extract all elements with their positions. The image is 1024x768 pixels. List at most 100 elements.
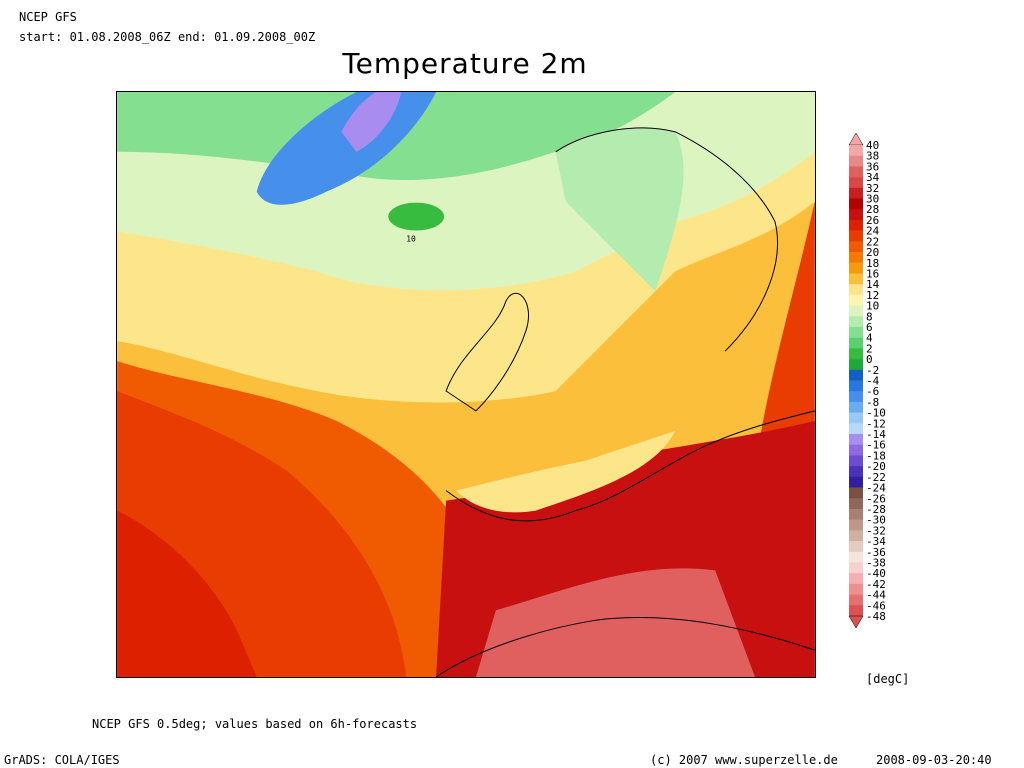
legend-label: -36 [866, 546, 886, 559]
alps-pyrenees-cool [456, 430, 676, 513]
legend-swatch [849, 348, 863, 360]
legend-swatch [849, 359, 863, 371]
legend-label: 34 [866, 171, 880, 184]
legend-swatch [849, 455, 863, 467]
legend-label: -24 [866, 482, 886, 495]
legend-label: 14 [866, 278, 880, 291]
legend-label: 26 [866, 214, 879, 227]
legend-label: -14 [866, 428, 886, 441]
legend-label: -42 [866, 578, 886, 591]
iceland [388, 202, 445, 231]
legend-label: -44 [866, 589, 886, 602]
legend-label: -34 [866, 535, 886, 548]
greenland-cold [256, 92, 437, 205]
legend-swatch [849, 594, 863, 606]
legend-swatch [849, 337, 863, 349]
legend-swatch [849, 530, 863, 542]
legend: 40 38 36 34 32 30 28 26 24 22 20 18 16 14 12 10 8 6 4 2 0 -2-… [845, 132, 915, 629]
legend-swatch [849, 369, 863, 381]
legend-label: 2 [866, 342, 873, 355]
legend-swatch [849, 145, 863, 157]
legend-label: -18 [866, 449, 886, 462]
legend-swatch [849, 562, 863, 574]
contour-label-10: 10 [406, 234, 416, 243]
legend-swatch [849, 466, 863, 478]
legend-label: -46 [866, 599, 886, 612]
legend-label: 36 [866, 160, 879, 173]
legend-label: -8 [866, 396, 879, 409]
legend-label: -48 [866, 610, 886, 623]
legend-swatch [849, 187, 863, 199]
legend-swatch [849, 155, 863, 167]
legend-swatch [849, 380, 863, 392]
legend-colorbar: 4038363432302826242220181614121086420-2-… [848, 132, 886, 629]
legend-swatch [849, 444, 863, 456]
legend-swatch [849, 166, 863, 178]
coast-scandinavia [555, 127, 778, 352]
legend-label: -16 [866, 439, 886, 452]
legend-swatch [849, 198, 863, 210]
legend-label: -2 [866, 364, 879, 377]
legend-swatch [849, 273, 863, 285]
legend-label: -20 [866, 460, 886, 473]
coast-south-europe [445, 410, 815, 522]
legend-swatch [849, 476, 863, 488]
legend-swatch [849, 412, 863, 424]
legend-label: 4 [866, 332, 873, 345]
legend-label: -22 [866, 471, 886, 484]
legend-swatch [849, 305, 863, 317]
legend-label: 8 [866, 310, 873, 323]
legend-arrow-top [848, 132, 864, 146]
legend-swatch [849, 541, 863, 553]
data-source-note: NCEP GFS 0.5deg; values based on 6h-fore… [92, 717, 418, 731]
legend-arrow-bottom [848, 615, 864, 629]
legend-swatch [849, 487, 863, 499]
legend-label: 6 [866, 321, 873, 334]
legend-label: 18 [866, 257, 879, 270]
coastlines [435, 127, 815, 677]
coast-north-africa [435, 617, 815, 677]
legend-label: 30 [866, 193, 879, 206]
scandinavia-cool [555, 127, 684, 292]
legend-label: -12 [866, 417, 886, 430]
legend-label: -26 [866, 492, 886, 505]
legend-label: 38 [866, 150, 879, 163]
legend-label: -40 [866, 567, 886, 580]
legend-label: 20 [866, 246, 879, 259]
legend-swatch [849, 230, 863, 242]
legend-label: 16 [866, 267, 879, 280]
legend-label: -4 [866, 375, 880, 388]
model-name: NCEP GFS [19, 10, 77, 24]
legend-unit: [degC] [866, 672, 910, 686]
legend-swatch [849, 241, 863, 253]
legend-label: -32 [866, 524, 886, 537]
legend-swatch [849, 284, 863, 296]
legend-swatch [849, 294, 863, 306]
legend-label: -28 [866, 503, 886, 516]
legend-label: 12 [866, 289, 879, 302]
legend-label: 28 [866, 203, 879, 216]
legend-label: 24 [866, 225, 880, 238]
legend-swatch [849, 209, 863, 221]
legend-label: -10 [866, 407, 886, 420]
legend-swatch [849, 573, 863, 585]
legend-swatch [849, 508, 863, 520]
temperature-field: 10 [117, 92, 815, 677]
coast-british-isles [445, 292, 530, 412]
forecast-period: start: 01.08.2008_06Z end: 01.09.2008_00… [19, 30, 316, 44]
legend-swatch [849, 262, 863, 274]
legend-swatch [849, 423, 863, 435]
legend-swatch [849, 391, 863, 403]
legend-swatch [849, 605, 863, 617]
legend-swatch [849, 498, 863, 510]
legend-swatch [849, 401, 863, 413]
legend-label: 0 [866, 353, 873, 366]
legend-swatch [849, 316, 863, 328]
legend-swatch [849, 551, 863, 563]
map-title: Temperature 2m [342, 47, 588, 80]
legend-label: -30 [866, 514, 886, 527]
legend-swatch [849, 252, 863, 264]
software-credit: GrADS: COLA/IGES [4, 753, 120, 767]
legend-label: 32 [866, 182, 879, 195]
legend-swatch [849, 326, 863, 338]
